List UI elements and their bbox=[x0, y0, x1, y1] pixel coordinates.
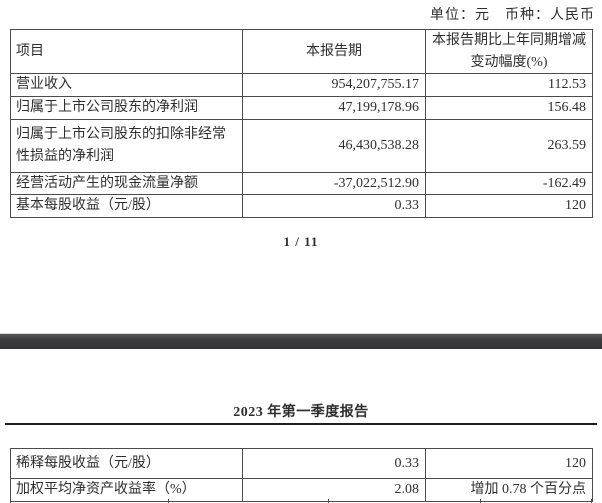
table-border-line bbox=[591, 499, 592, 503]
next-table-cutoff-stub bbox=[0, 499, 602, 503]
row-change-value: 112.53 bbox=[425, 73, 593, 98]
page-separator-bar bbox=[0, 333, 602, 350]
table-row-net-profit: 归属于上市公司股东的净利润 47,199,178.96 156.48 bbox=[10, 96, 593, 120]
row-change-value: 156.48 bbox=[425, 96, 593, 120]
table-row-revenue: 营业收入 954,207,755.17 112.53 bbox=[10, 73, 593, 98]
row-period-value: 0.33 bbox=[242, 448, 426, 479]
report-title: 2023 年第一季度报告 bbox=[233, 405, 369, 420]
header-current-period: 本报告期 bbox=[242, 28, 426, 75]
header-item: 项目 bbox=[10, 28, 243, 75]
table-border-line bbox=[168, 499, 169, 503]
page-1: 单位：元 币种：人民币 项目 本报告期 本报告期比上年同期增减 变动幅度(%) … bbox=[10, 8, 595, 249]
page-indicator: 1 / 11 bbox=[283, 234, 319, 249]
row-item-label: 基本每股收益（元/股） bbox=[10, 194, 243, 219]
row-item-label: 归属于上市公司股东的净利润 bbox=[10, 96, 243, 120]
row-item-label: 稀释每股收益（元/股） bbox=[10, 448, 243, 479]
table-row-diluted-eps: 稀释每股收益（元/股） 0.33 120 bbox=[10, 448, 593, 479]
table-border-line bbox=[328, 499, 329, 503]
metrics-continuation-table: 稀释每股收益（元/股） 0.33 120 加权平均净资产收益率（%） 2.08 … bbox=[10, 448, 593, 502]
row-item-label: 归属于上市公司股东的扣除非经常 性损益的净利润 bbox=[10, 118, 243, 173]
row-change-value: 120 bbox=[425, 194, 593, 219]
row-change-value: 120 bbox=[425, 448, 593, 479]
header-yoy-change: 本报告期比上年同期增减 变动幅度(%) bbox=[425, 28, 593, 75]
row-period-value: -37,022,512.90 bbox=[242, 171, 426, 196]
table-row-weighted-avg-roe: 加权平均净资产收益率（%） 2.08 增加 0.78 个百分点 bbox=[10, 478, 593, 502]
row-period-value: 954,207,755.17 bbox=[242, 73, 426, 98]
row-period-value: 47,199,178.96 bbox=[242, 96, 426, 120]
financial-summary-table: 项目 本报告期 本报告期比上年同期增减 变动幅度(%) 营业收入 954,207… bbox=[10, 28, 593, 219]
row-change-value: -162.49 bbox=[425, 171, 593, 196]
table-row-operating-cash-flow: 经营活动产生的现金流量净额 -37,022,512.90 -162.49 bbox=[10, 171, 593, 196]
page-2: 2023 年第一季度报告 稀释每股收益（元/股） 0.33 120 加权平均净资… bbox=[0, 349, 602, 503]
table-border-line bbox=[480, 499, 481, 503]
row-period-value: 2.08 bbox=[242, 478, 426, 502]
row-item-label: 营业收入 bbox=[10, 73, 243, 98]
row-item-label: 加权平均净资产收益率（%） bbox=[10, 478, 243, 502]
row-item-label: 经营活动产生的现金流量净额 bbox=[10, 171, 243, 196]
row-change-value: 263.59 bbox=[425, 118, 593, 173]
row-period-value: 0.33 bbox=[242, 194, 426, 219]
title-divider-line bbox=[5, 423, 597, 425]
table-header-row: 项目 本报告期 本报告期比上年同期增减 变动幅度(%) bbox=[10, 28, 593, 75]
table-border-line bbox=[10, 499, 11, 503]
unit-currency-line: 单位：元 币种：人民币 bbox=[430, 8, 595, 23]
row-period-value: 46,430,538.28 bbox=[242, 118, 426, 173]
row-change-value: 增加 0.78 个百分点 bbox=[425, 478, 593, 502]
table-row-basic-eps: 基本每股收益（元/股） 0.33 120 bbox=[10, 194, 593, 219]
table-row-net-profit-deducted: 归属于上市公司股东的扣除非经常 性损益的净利润 46,430,538.28 26… bbox=[10, 118, 593, 173]
